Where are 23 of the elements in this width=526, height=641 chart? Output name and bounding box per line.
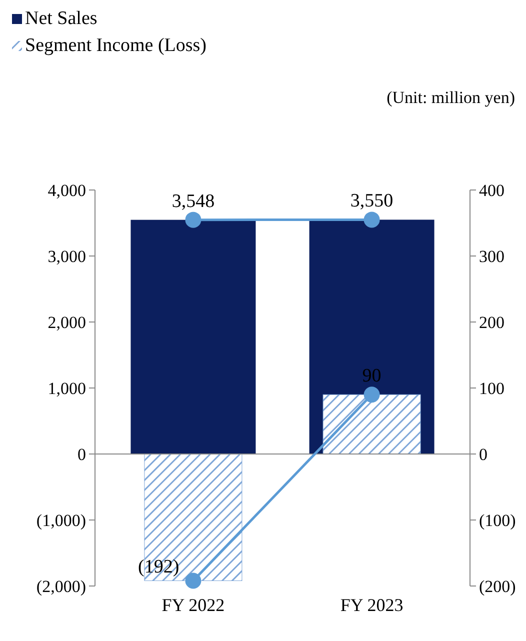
y2-tick-label: 100 <box>479 378 504 398</box>
data-label: (192) <box>138 556 180 578</box>
text: (Unit: million yen) <box>386 88 515 107</box>
data-label: 3,548 <box>172 190 215 212</box>
y-tick-label: 3,000 <box>48 246 86 266</box>
y-tick-label: (1,000) <box>36 510 86 530</box>
x-tick-label: FY 2023 <box>340 595 404 615</box>
data-label: 90 <box>362 366 382 387</box>
y-tick-label: 1,000 <box>48 378 86 398</box>
y-tick-label: 4,000 <box>48 180 86 200</box>
y2-tick-label: 400 <box>479 180 504 200</box>
legend-label: Segment Income (Loss) <box>25 35 207 56</box>
y-tick-label: 0 <box>78 444 86 464</box>
y2-tick-label: (100) <box>479 510 516 530</box>
data-label: 3,550 <box>350 190 394 212</box>
y2-tick-label: 0 <box>479 444 488 464</box>
legend-label: Net Sales <box>25 8 98 29</box>
y2-tick-label: (200) <box>479 576 516 596</box>
y2-tick-label: 300 <box>479 246 504 266</box>
x-tick-label: FY 2022 <box>162 595 225 615</box>
y-tick-label: (2,000) <box>36 576 86 596</box>
y2-tick-label: 200 <box>479 312 504 332</box>
y-tick-label: 2,000 <box>48 312 86 332</box>
